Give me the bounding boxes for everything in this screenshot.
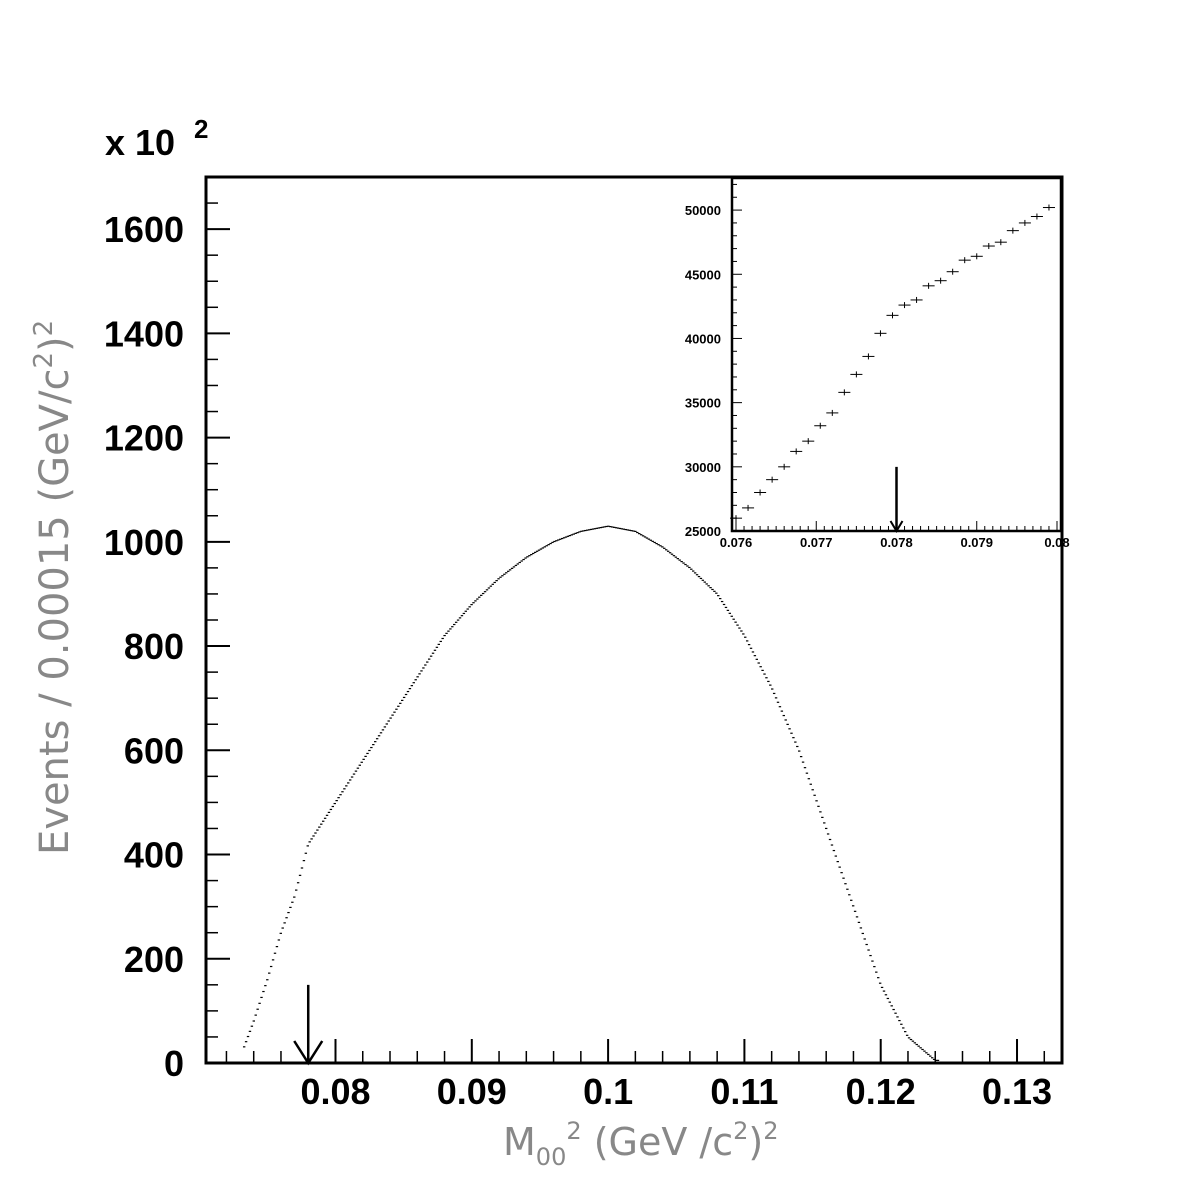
- x-axis-title-sup: 2: [566, 1117, 581, 1145]
- main-y-tick-label: 800: [124, 626, 184, 667]
- x-axis-title-sub: 00: [536, 1143, 567, 1171]
- inset-data-point: [850, 371, 863, 378]
- inset-data-point: [778, 463, 791, 470]
- main-x-tick-label: 0.11: [710, 1071, 778, 1112]
- main-x-tick-label: 0.08: [300, 1071, 370, 1112]
- inset-data-points: [729, 204, 1055, 522]
- x-axis-title-main: M: [503, 1120, 536, 1164]
- main-y-tick-label: 1600: [104, 209, 184, 250]
- inset-x-tick-label: 0.08: [1044, 535, 1069, 550]
- inset-data-point: [1006, 227, 1019, 234]
- x-axis-title-sup2: 2: [733, 1117, 748, 1145]
- inset-y-tick-label: 35000: [685, 396, 721, 411]
- inset-data-point: [754, 489, 767, 496]
- inset-data-point: [886, 312, 899, 319]
- inset-y-tick-label: 40000: [685, 331, 721, 346]
- inset-data-point: [802, 438, 815, 445]
- inset-data-point: [862, 353, 875, 360]
- inset-data-point: [898, 302, 911, 309]
- x-axis-title-close: ): [748, 1120, 763, 1164]
- main-data-points: [242, 525, 940, 1061]
- inset-y-tick-label: 50000: [685, 203, 721, 218]
- main-x-tick-label: 0.13: [982, 1071, 1052, 1112]
- main-y-ticks: 0 200 400 600 800 1000 1200 1400 1600: [104, 176, 230, 1084]
- inset-data-point: [814, 422, 827, 429]
- x-axis-title: M002 (GeV /c2)2: [503, 1117, 779, 1171]
- main-y-tick-label: 1400: [104, 313, 184, 354]
- inset-data-point: [922, 282, 935, 289]
- main-y-tick-label: 200: [124, 939, 184, 980]
- inset-data-point: [958, 257, 971, 264]
- inset-data-point: [946, 268, 959, 275]
- inset-y-tick-label: 25000: [685, 524, 721, 539]
- inset-y-ticks: 25000 30000 35000 40000 45000 50000: [685, 183, 742, 539]
- inset-data-point: [874, 330, 887, 337]
- inset-y-tick-label: 45000: [685, 267, 721, 282]
- inset-plot-frame: [730, 176, 1063, 533]
- main-y-tick-label: 0: [164, 1043, 184, 1084]
- main-y-tick-label: 1000: [104, 522, 184, 563]
- inset-data-point: [826, 409, 839, 416]
- main-x-tick-label: 0.09: [437, 1071, 507, 1112]
- inset-x-tick-label: 0.079: [960, 535, 993, 550]
- y-axis-title-sup: 2: [29, 352, 59, 369]
- y-axis-title-text: Events / 0.00015 (GeV/c: [32, 368, 78, 855]
- inset-data-point: [1018, 219, 1031, 226]
- main-cut-arrow: [293, 984, 324, 1066]
- inset-data-point: [742, 504, 755, 511]
- main-y-tick-label: 1200: [104, 418, 184, 459]
- main-y-tick-label: 400: [124, 835, 184, 876]
- x-axis-title-sup3: 2: [763, 1117, 778, 1145]
- y-axis-title-tail: ): [32, 336, 78, 352]
- main-arrow-head: [293, 1040, 324, 1066]
- x-axis-title-paren: (GeV /c: [582, 1120, 734, 1164]
- inset-data-point: [766, 476, 779, 483]
- y-axis-title-sup2: 2: [29, 320, 59, 337]
- main-y-tick-label: 600: [124, 730, 184, 771]
- main-x-ticks: 0.08 0.09 0.1 0.11 0.12 0.13: [225, 1039, 1052, 1112]
- inset-x-tick-label: 0.076: [720, 535, 753, 550]
- inset-data-point: [1042, 204, 1055, 211]
- inset-data-point: [982, 243, 995, 250]
- main-x-tick-label: 0.1: [583, 1071, 633, 1112]
- inset-y-tick-label: 30000: [685, 460, 721, 475]
- inset-data-point: [910, 296, 923, 303]
- y-scale-exponent: 2: [194, 114, 208, 144]
- y-axis-title: Events / 0.00015 (GeV/c2)2: [29, 320, 78, 855]
- inset-x-ticks: 0.076 0.077 0.078 0.079 0.08: [720, 521, 1070, 550]
- inset-x-tick-label: 0.077: [800, 535, 833, 550]
- inset-data-point: [838, 389, 851, 396]
- inset-data-point: [790, 448, 803, 455]
- y-scale-label: x 10: [105, 122, 175, 163]
- inset-x-tick-label: 0.078: [880, 535, 913, 550]
- inset-data-point: [970, 253, 983, 260]
- inset-data-point: [1030, 213, 1043, 220]
- inset-data-point: [934, 277, 947, 284]
- main-x-tick-label: 0.12: [846, 1071, 916, 1112]
- inset-data-point: [994, 239, 1007, 246]
